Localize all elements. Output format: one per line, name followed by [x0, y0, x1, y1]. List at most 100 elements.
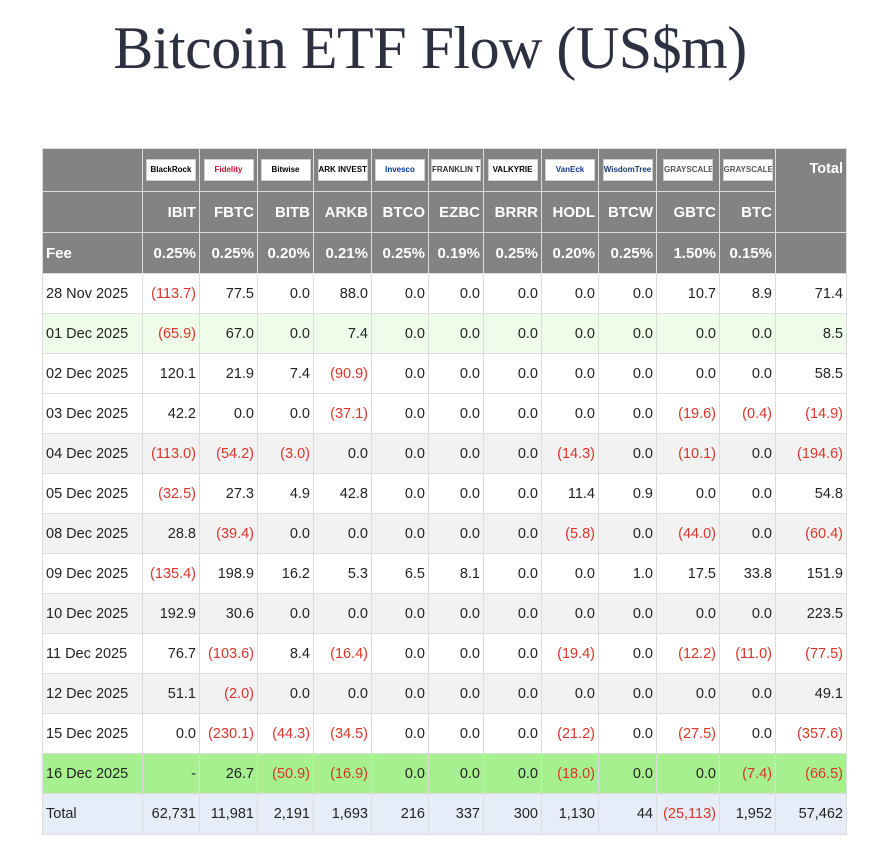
- flow-cell: 16.2: [257, 553, 314, 594]
- row-total: (77.5): [775, 633, 847, 674]
- row-date: 05 Dec 2025: [42, 473, 143, 514]
- flow-cell: (18.0): [541, 753, 599, 794]
- row-total: 58.5: [775, 353, 847, 394]
- flow-cell: 0.0: [428, 593, 484, 634]
- fee-total-cell: [775, 232, 847, 274]
- flow-cell: 0.0: [483, 273, 542, 314]
- flow-cell: 192.9: [142, 593, 200, 634]
- issuer-logo: BlackRock: [146, 159, 196, 181]
- totals-cell: 337: [428, 793, 484, 835]
- fee-value: 0.20%: [541, 232, 599, 274]
- issuer-logo: Invesco: [375, 159, 425, 181]
- flow-cell: 0.0: [371, 513, 429, 554]
- flow-cell: 0.0: [719, 313, 776, 354]
- flow-cell: 0.0: [483, 713, 542, 754]
- fee-value: 0.25%: [598, 232, 657, 274]
- flow-cell: 0.0: [483, 433, 542, 474]
- issuer-logo: ARK INVEST: [317, 159, 368, 181]
- issuer-logo-cell: WisdomTree: [598, 148, 657, 192]
- flow-cell: 0.0: [257, 513, 314, 554]
- row-date: 15 Dec 2025: [42, 713, 143, 754]
- flow-cell: 0.0: [598, 513, 657, 554]
- flow-cell: 0.0: [199, 393, 258, 434]
- flow-cell: (44.0): [656, 513, 720, 554]
- issuer-logo-cell: BlackRock: [142, 148, 200, 192]
- flow-cell: 0.0: [371, 713, 429, 754]
- flow-cell: 0.0: [483, 513, 542, 554]
- flow-cell: 4.9: [257, 473, 314, 514]
- issuer-logo-cell: ARK INVEST: [313, 148, 372, 192]
- flow-cell: 0.0: [719, 433, 776, 474]
- issuer-logo-cell: VALKYRIE: [483, 148, 542, 192]
- flow-cell: (113.0): [142, 433, 200, 474]
- table-row: 01 Dec 2025 (65.9) 67.0 0.0 7.4 0.0 0.0 0.0 0.0 0…: [42, 313, 847, 354]
- flow-cell: 0.0: [313, 593, 372, 634]
- row-total: (194.6): [775, 433, 847, 474]
- flow-cell: 0.0: [656, 673, 720, 714]
- flow-cell: 0.0: [598, 593, 657, 634]
- flow-cell: 0.0: [313, 673, 372, 714]
- flow-cell: 0.0: [483, 353, 542, 394]
- fee-value: 1.50%: [656, 232, 720, 274]
- table-row: 15 Dec 2025 0.0 (230.1) (44.3) (34.5) 0.0 0.0 0…: [42, 713, 847, 754]
- flow-cell: 0.0: [483, 633, 542, 674]
- issuer-logo-cell: Fidelity: [199, 148, 258, 192]
- flow-cell: (113.7): [142, 273, 200, 314]
- table-row: 08 Dec 2025 28.8 (39.4) 0.0 0.0 0.0 0.0 0.0 (5.8…: [42, 513, 847, 554]
- flow-cell: 0.0: [428, 393, 484, 434]
- table-row: 04 Dec 2025 (113.0) (54.2) (3.0) 0.0 0.0 0.0 0.…: [42, 433, 847, 474]
- flow-cell: 0.0: [483, 553, 542, 594]
- flow-cell: 0.0: [541, 313, 599, 354]
- ticker-header: EZBC: [428, 191, 484, 233]
- ticker-header: BRRR: [483, 191, 542, 233]
- total-column-header: Total: [775, 148, 847, 233]
- flow-cell: (34.5): [313, 713, 372, 754]
- issuer-logo-cell: GRAYSCALE: [719, 148, 776, 192]
- table-row: 12 Dec 2025 51.1 (2.0) 0.0 0.0 0.0 0.0 0.0 0.0 0.…: [42, 673, 847, 714]
- flow-cell: (7.4): [719, 753, 776, 794]
- flow-cell: 0.0: [371, 753, 429, 794]
- flow-cell: (16.9): [313, 753, 372, 794]
- flow-cell: 0.0: [428, 513, 484, 554]
- row-total: 54.8: [775, 473, 847, 514]
- flow-cell: 0.0: [428, 713, 484, 754]
- table-row: 11 Dec 2025 76.7 (103.6) 8.4 (16.4) 0.0 0.0 0.0…: [42, 633, 847, 674]
- fee-value: 0.19%: [428, 232, 484, 274]
- flow-cell: 0.0: [598, 353, 657, 394]
- flow-cell: (0.4): [719, 393, 776, 434]
- flow-cell: 0.0: [257, 593, 314, 634]
- totals-row: Total 62,731 11,981 2,191 1,693 216 337 300 1,13…: [42, 793, 847, 835]
- flow-cell: 0.0: [656, 313, 720, 354]
- flow-cell: 0.0: [598, 273, 657, 314]
- row-date: 04 Dec 2025: [42, 433, 143, 474]
- flow-cell: 0.0: [371, 593, 429, 634]
- flow-cell: 0.0: [371, 633, 429, 674]
- row-date: 08 Dec 2025: [42, 513, 143, 554]
- table-row: 05 Dec 2025 (32.5) 27.3 4.9 42.8 0.0 0.0 0.0 11.…: [42, 473, 847, 514]
- flow-cell: (27.5): [656, 713, 720, 754]
- fee-value: 0.25%: [142, 232, 200, 274]
- flow-cell: 8.4: [257, 633, 314, 674]
- totals-cell: (25,113): [656, 793, 720, 835]
- flow-cell: 0.0: [656, 353, 720, 394]
- flow-cell: (19.4): [541, 633, 599, 674]
- row-total: (60.4): [775, 513, 847, 554]
- flow-cell: 6.5: [371, 553, 429, 594]
- fee-value: 0.25%: [483, 232, 542, 274]
- flow-cell: 7.4: [257, 353, 314, 394]
- flow-cell: 0.9: [598, 473, 657, 514]
- etf-flow-table: BlackRock Fidelity Bitwise ARK INVEST Invesc…: [42, 148, 847, 835]
- totals-cell: 1,130: [541, 793, 599, 835]
- flow-cell: (44.3): [257, 713, 314, 754]
- flow-cell: 28.8: [142, 513, 200, 554]
- totals-label: Total: [42, 793, 143, 835]
- flow-cell: 0.0: [598, 713, 657, 754]
- issuer-logo-cell: Invesco: [371, 148, 429, 192]
- flow-cell: 0.0: [428, 473, 484, 514]
- flow-cell: (39.4): [199, 513, 258, 554]
- flow-cell: 0.0: [656, 593, 720, 634]
- flow-cell: 0.0: [541, 393, 599, 434]
- flow-cell: (19.6): [656, 393, 720, 434]
- flow-cell: 0.0: [656, 473, 720, 514]
- flow-cell: 0.0: [257, 273, 314, 314]
